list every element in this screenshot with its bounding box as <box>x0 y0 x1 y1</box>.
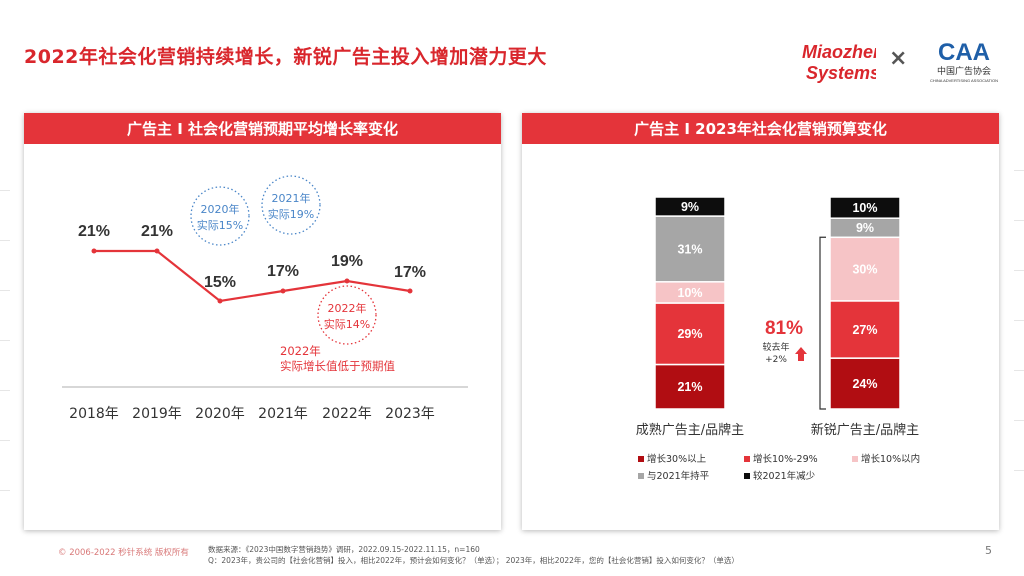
bracket-note-line2: +2% <box>765 355 787 365</box>
bar-value-label: 10% <box>677 286 702 300</box>
growth-rate-line <box>94 249 411 303</box>
budget-change-panel-header: 广告主 I 2023年社会化营销预算变化 <box>522 113 999 144</box>
bracket-note-line1: 较去年 <box>762 341 789 353</box>
legend-label: 增长30%以上 <box>647 453 707 465</box>
annotation-circle <box>190 186 250 246</box>
annotation-circle <box>317 285 377 345</box>
annotation-line2: 实际19% <box>268 207 314 221</box>
growth-rate-line-chart: 21% 21% 15% 17% 19% 17% 2018年 2019年 2020年 2021年 20… <box>62 175 468 422</box>
x-tick-label: 2020年 <box>195 406 245 422</box>
legend-swatch <box>744 473 750 479</box>
bar-segment <box>829 196 901 219</box>
category-label: 新锐广告主/品牌主 <box>811 422 919 438</box>
bar-value-label: 21% <box>677 380 702 394</box>
edge-tick <box>1014 320 1024 321</box>
value-label: 19% <box>331 253 363 270</box>
data-source: 数据来源：《2023中国数字营销趋势》调研，2022.09.15-2022.11… <box>208 544 739 566</box>
bar-value-label: 31% <box>677 242 702 256</box>
annotation-line2: 实际14% <box>324 317 370 331</box>
bar-value-label: 9% <box>681 200 699 214</box>
edge-tick <box>1014 420 1024 421</box>
data-source-line1: 数据来源：《2023中国数字营销趋势》调研，2022.09.15-2022.11… <box>208 545 480 554</box>
annotation-circle <box>261 175 321 235</box>
line-point <box>217 298 223 304</box>
caa-logo-mark: CAA <box>938 39 990 66</box>
line-point <box>280 288 286 294</box>
page-number: 5 <box>985 544 992 557</box>
edge-tick <box>1014 470 1024 471</box>
miaozhen-logo-line1: Miaozhen <box>802 42 876 62</box>
x-tick-label: 2022年 <box>322 406 372 422</box>
edge-tick <box>0 190 10 191</box>
value-label: 15% <box>204 274 236 291</box>
annotation-line2: 实际15% <box>197 218 243 232</box>
edge-tick <box>0 290 10 291</box>
edge-tick <box>1014 270 1024 271</box>
x-tick-label: 2023年 <box>385 406 435 422</box>
miaozhen-logo-line2: Systems <box>806 63 876 83</box>
growth-rate-panel: 广告主 I 社会化营销预期平均增长率变化 21% 21% 15% 17% 19% 17% 2… <box>24 113 501 530</box>
legend-swatch <box>638 473 644 479</box>
edge-tick <box>0 490 10 491</box>
legend-swatch <box>638 456 644 462</box>
edge-tick <box>0 390 10 391</box>
budget-change-panel: 广告主 I 2023年社会化营销预算变化 21% 29% 10% 31% 9% 成熟广告主… <box>522 113 999 530</box>
edge-tick <box>1014 220 1024 221</box>
legend-swatch <box>852 456 858 462</box>
bar-value-label: 29% <box>677 327 702 341</box>
annotation-line1: 2020年 <box>201 202 240 216</box>
x-tick-label: 2018年 <box>69 406 119 422</box>
up-arrow-icon <box>795 347 807 361</box>
line-point <box>154 248 160 254</box>
data-source-line2: Q：2023年，贵公司的【社会化营销】投入，相比2022年，预计会如何变化？（单… <box>208 556 739 565</box>
edge-tick <box>1014 370 1024 371</box>
bar-segment <box>829 300 901 359</box>
bar-value-label: 9% <box>856 221 874 235</box>
annotation-note-line2: 实际增长值低于预期值 <box>280 359 395 373</box>
edge-tick <box>0 340 10 341</box>
bar-value-label: 24% <box>852 377 877 391</box>
x-tick-label: 2021年 <box>258 406 308 422</box>
line-point <box>407 288 413 294</box>
legend-label: 与2021年持平 <box>647 470 710 482</box>
legend-label: 增长10%以内 <box>861 453 920 465</box>
growth-rate-panel-header: 广告主 I 社会化营销预期平均增长率变化 <box>24 113 501 144</box>
value-label: 21% <box>141 223 173 240</box>
value-label: 21% <box>78 223 110 240</box>
line-point <box>91 248 97 254</box>
value-label: 17% <box>267 263 299 280</box>
bar-value-label: 30% <box>852 263 877 277</box>
annotation-note-line1: 2022年 <box>280 344 321 358</box>
line-point <box>344 278 350 284</box>
category-label: 成熟广告主/品牌主 <box>636 422 744 438</box>
legend-swatch <box>744 456 750 462</box>
bar-value-label: 27% <box>852 323 877 337</box>
annotation-line1: 2021年 <box>272 191 311 205</box>
bracket-value: 81% <box>765 318 803 339</box>
edge-tick <box>0 440 10 441</box>
bar-segment <box>654 363 726 410</box>
times-sign: × <box>889 46 908 71</box>
budget-change-bar-chart: 21% 29% 10% 31% 9% 成熟广告主/品牌主 24% 27% 30% 9% 10% 新锐广… <box>636 196 920 482</box>
bar-value-label: 10% <box>852 201 877 215</box>
caa-logo: CAA 中国广告协会 CHINA ADVERTISING ASSOCIATION <box>930 39 998 83</box>
edge-tick <box>0 240 10 241</box>
bracket <box>819 236 826 410</box>
copyright: © 2006-2022 秒针系统 版权所有 <box>58 548 189 558</box>
bar-segment <box>654 196 726 217</box>
legend-label: 较2021年减少 <box>753 470 816 482</box>
x-tick-label: 2019年 <box>132 406 182 422</box>
value-label: 17% <box>394 264 426 281</box>
edge-tick <box>1014 170 1024 171</box>
page-title: 2022年社会化营销持续增长，新锐广告主投入增加潜力更大 <box>24 46 547 68</box>
caa-logo-cn: 中国广告协会 <box>937 65 991 77</box>
caa-logo-en: CHINA ADVERTISING ASSOCIATION <box>930 78 998 83</box>
annotation-line1: 2022年 <box>328 301 367 315</box>
miaozhen-logo: Miaozhen Systems <box>802 42 876 83</box>
legend-label: 增长10%-29% <box>753 453 818 465</box>
